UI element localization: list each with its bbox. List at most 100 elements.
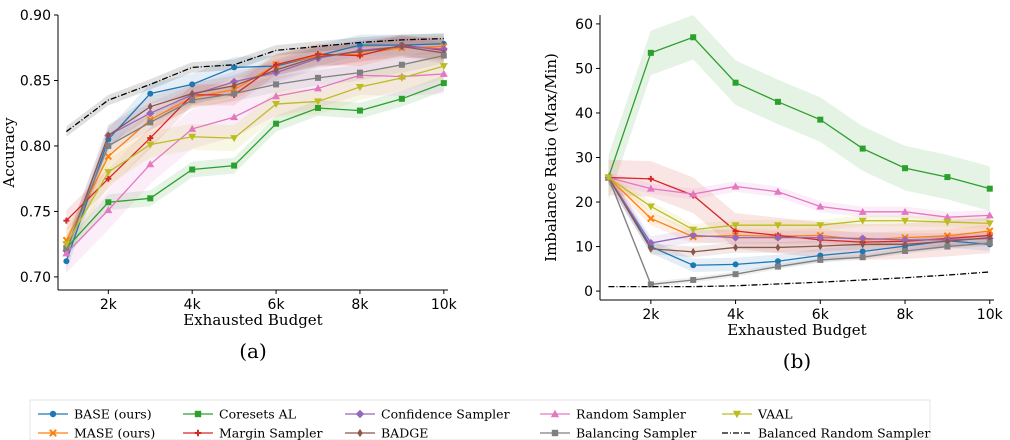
point-vaal <box>901 217 910 225</box>
legend-marker <box>194 429 202 437</box>
point-badge <box>231 81 237 90</box>
line-balancing-sampler <box>65 54 444 249</box>
chart-accuracy: 0.70 0.75 0.80 0.85 0.90 2k 4k 6k 8k 10k Exhausted… <box>0 8 458 363</box>
point-base-ours <box>690 262 697 269</box>
y-tick-label: 20 <box>575 195 593 211</box>
point-random-sampler <box>901 207 910 215</box>
line-balancing-sampler <box>607 177 990 286</box>
point-random-sampler <box>816 202 825 210</box>
point-base-ours <box>356 42 363 49</box>
point-vaal <box>355 84 364 92</box>
point-margin-sampler <box>647 175 654 182</box>
point-balancing-sampler <box>105 142 112 149</box>
legend-label: Random Sampler <box>576 407 686 422</box>
band-confidence-sampler <box>608 170 990 250</box>
y-tick-label: 10 <box>575 240 593 256</box>
x-axis-label: Exhausted Budget <box>183 311 322 329</box>
band-vaal <box>66 52 444 258</box>
point-vaal <box>985 220 994 228</box>
point-balancing-sampler <box>398 61 405 68</box>
y-tick-label: 0.85 <box>20 73 51 89</box>
legend-label: BADGE <box>381 426 428 440</box>
y-tick-label: 0.90 <box>20 8 51 24</box>
point-badge <box>987 233 993 242</box>
line-mase-ours <box>608 177 990 241</box>
legend-item-base-ours: BASE (ours) <box>38 407 152 422</box>
point-balancing-sampler <box>231 90 238 97</box>
point-badge <box>690 247 696 256</box>
line-badge <box>65 45 444 251</box>
point-random-sampler <box>943 213 952 221</box>
point-random-sampler <box>858 207 867 215</box>
point-vaal <box>439 63 448 71</box>
point-confidence-sampler <box>146 109 155 118</box>
band-badge <box>66 35 444 262</box>
band-balancing-sampler <box>608 174 990 288</box>
point-confidence-sampler <box>816 233 825 242</box>
point-coresets-al <box>315 104 321 111</box>
point-coresets-al <box>902 165 909 172</box>
legend-marker <box>357 428 363 438</box>
point-random-sampler <box>104 206 113 214</box>
legend-item-balanced-random-sampler: Balanced Random Sampler <box>722 426 930 440</box>
point-balancing-sampler <box>440 52 447 59</box>
band-mase-ours <box>66 35 444 251</box>
band-coresets-al <box>66 75 444 256</box>
point-coresets-al <box>732 79 739 86</box>
legend-label: BASE (ours) <box>74 407 152 422</box>
y-tick-label: 40 <box>575 106 593 122</box>
point-badge <box>860 240 866 249</box>
line-coresets-al <box>607 36 990 190</box>
legend: BASE (ours) MASE (ours) Coresets AL Margin … <box>29 399 931 440</box>
point-random-sampler <box>314 84 322 92</box>
y-tick-label: 0 <box>584 284 593 300</box>
point-vaal <box>272 101 281 109</box>
point-balancing-sampler <box>315 74 321 81</box>
point-coresets-al <box>231 162 238 169</box>
point-random-sampler <box>731 182 740 190</box>
point-coresets-al <box>105 199 112 206</box>
point-coresets-al <box>944 174 951 181</box>
legend-frame <box>29 399 931 440</box>
point-mase-ours <box>647 214 655 223</box>
point-margin-sampler <box>63 217 70 224</box>
line-coresets-al <box>65 82 445 249</box>
point-random-sampler <box>272 92 281 100</box>
line-vaal <box>608 177 990 231</box>
point-base-ours <box>732 261 739 268</box>
point-vaal <box>731 222 740 230</box>
point-vaal <box>397 74 406 82</box>
x-tick-label: 6k <box>812 307 830 323</box>
x-tick-label: 4k <box>184 297 202 313</box>
point-balancing-sampler <box>986 240 993 246</box>
line-random-sampler <box>65 73 444 254</box>
point-random-sampler <box>773 187 782 195</box>
band-confidence-sampler <box>66 35 444 262</box>
point-confidence-sampler <box>773 233 782 242</box>
legend-label: Margin Sampler <box>219 426 323 440</box>
y-tick-label: 60 <box>575 17 593 33</box>
point-badge <box>189 89 195 98</box>
legend-label: Coresets AL <box>219 407 296 422</box>
band-vaal <box>608 172 990 235</box>
point-base-ours <box>189 81 196 88</box>
point-vaal <box>816 222 825 230</box>
line-base-ours <box>607 177 990 266</box>
legend-marker <box>194 410 202 418</box>
legend-item-confidence-sampler: Confidence Sampler <box>345 407 510 422</box>
legend-marker <box>732 410 742 419</box>
point-coresets-al <box>147 195 154 202</box>
band-mase-ours <box>608 170 990 247</box>
point-vaal <box>104 169 113 177</box>
point-balancing-sampler <box>356 69 363 76</box>
point-balancing-sampler <box>774 263 781 270</box>
point-vaal <box>689 226 698 234</box>
point-coresets-al <box>356 107 363 114</box>
point-badge <box>775 243 781 252</box>
y-tick-label: 0.80 <box>20 139 51 155</box>
point-balancing-sampler <box>902 248 909 255</box>
band-balanced-random-sampler <box>66 33 444 137</box>
point-coresets-al <box>440 80 447 87</box>
point-random-sampler <box>230 113 239 121</box>
point-badge <box>357 47 363 56</box>
